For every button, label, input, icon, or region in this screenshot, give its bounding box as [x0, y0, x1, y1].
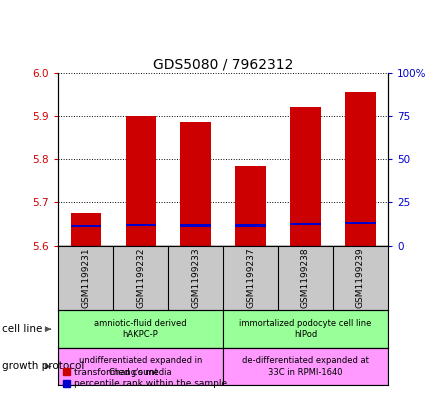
Text: GSM1199232: GSM1199232 — [136, 248, 145, 308]
Bar — [290, 107, 320, 246]
Bar — [71, 225, 101, 228]
Text: de-differentiated expanded at
33C in RPMI-1640: de-differentiated expanded at 33C in RPM… — [242, 356, 368, 376]
Text: GSM1199233: GSM1199233 — [190, 248, 200, 308]
Text: growth protocol: growth protocol — [2, 362, 84, 371]
Bar — [223, 310, 387, 348]
Text: GSM1199239: GSM1199239 — [355, 248, 364, 308]
Text: GSM1199231: GSM1199231 — [81, 248, 90, 308]
Bar — [180, 224, 210, 227]
Bar — [344, 222, 375, 224]
Legend: transformed count, percentile rank within the sample: transformed count, percentile rank withi… — [62, 368, 226, 389]
Bar — [235, 165, 265, 246]
Bar — [125, 116, 155, 246]
Text: GSM1199237: GSM1199237 — [246, 248, 255, 308]
Bar — [235, 224, 265, 227]
Text: immortalized podocyte cell line
hIPod: immortalized podocyte cell line hIPod — [239, 319, 371, 339]
Bar — [58, 348, 223, 385]
Bar — [344, 92, 375, 246]
Text: GSM1199238: GSM1199238 — [300, 248, 309, 308]
Text: cell line: cell line — [2, 324, 43, 334]
Text: undifferentiated expanded in
Chang's media: undifferentiated expanded in Chang's med… — [79, 356, 202, 376]
Title: GDS5080 / 7962312: GDS5080 / 7962312 — [153, 57, 292, 72]
Text: amniotic-fluid derived
hAKPC-P: amniotic-fluid derived hAKPC-P — [94, 319, 187, 339]
Bar — [180, 123, 210, 246]
Bar — [71, 213, 101, 246]
Bar — [58, 310, 223, 348]
Bar — [223, 348, 387, 385]
Bar — [290, 223, 320, 225]
Bar — [125, 224, 155, 226]
